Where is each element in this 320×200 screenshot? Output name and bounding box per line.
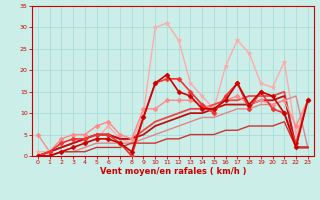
X-axis label: Vent moyen/en rafales ( km/h ): Vent moyen/en rafales ( km/h ) <box>100 167 246 176</box>
